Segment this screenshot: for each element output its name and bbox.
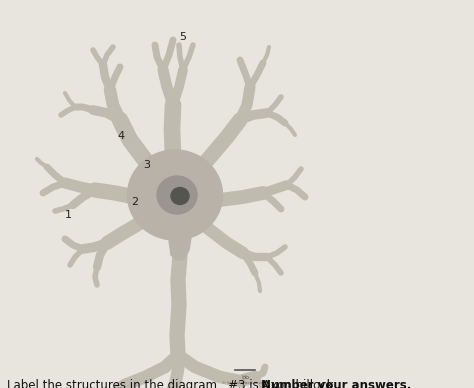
Text: Label the structures in the diagram.  #3 is Axon hillock.: Label the structures in the diagram. #3 … [7,379,341,388]
Text: 2: 2 [131,197,139,207]
Text: 1: 1 [65,210,72,220]
Ellipse shape [171,187,189,204]
Text: 4: 4 [117,131,125,141]
Text: Number your answers.: Number your answers. [261,379,411,388]
Text: bb: bb [241,375,249,380]
Polygon shape [167,225,193,260]
Ellipse shape [128,150,222,240]
Ellipse shape [157,176,197,214]
Text: 3: 3 [144,160,150,170]
Text: 5: 5 [179,32,186,42]
Text: © bio-interactiva.com: © bio-interactiva.com [222,381,268,385]
